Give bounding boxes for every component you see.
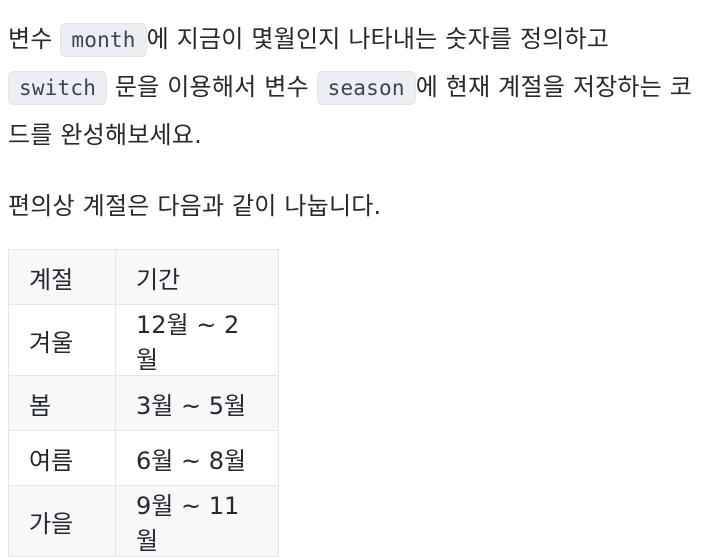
period-cell: 3월 ~ 5월 [115,375,279,431]
text-segment: 에 지금이 몇월인지 나타내는 숫자를 정의하고 [146,25,610,53]
note-paragraph: 편의상 계절은 다음과 같이 나눕니다. [8,192,382,220]
period-cell: 6월 ~ 8월 [115,430,279,486]
text-segment: 에 현재 계절을 저장하는 코드를 완성해보세요. [8,73,693,149]
season-cell: 봄 [8,375,116,431]
season-cell: 겨울 [8,304,116,376]
table-row: 여름 6월 ~ 8월 [8,430,279,486]
instruction-paragraph: 변수 month 에 지금이 몇월인지 나타내는 숫자를 정의하고 switch 문… [8,0,713,159]
table-header-cell: 기간 [115,249,279,305]
season-table: 계절 기간 겨울 12월 ~ 2월 봄 3월 ~ 5월 여름 6월 ~ 8월 가… [8,249,279,557]
text-segment: 변수 [8,25,61,53]
text-segment: 문을 이용해서 변수 [107,73,317,101]
table-header-cell: 계절 [8,249,116,305]
season-cell: 여름 [8,430,116,486]
table-header-row: 계절 기간 [8,249,279,305]
inline-code-month: month [60,23,147,57]
period-cell: 9월 ~ 11월 [115,485,279,557]
table-row: 겨울 12월 ~ 2월 [8,304,279,376]
period-cell: 12월 ~ 2월 [115,304,279,376]
table-row: 가을 9월 ~ 11월 [8,485,279,557]
inline-code-switch: switch [8,71,108,105]
table-row: 봄 3월 ~ 5월 [8,375,279,431]
season-cell: 가을 [8,485,116,557]
inline-code-season: season [316,71,416,105]
